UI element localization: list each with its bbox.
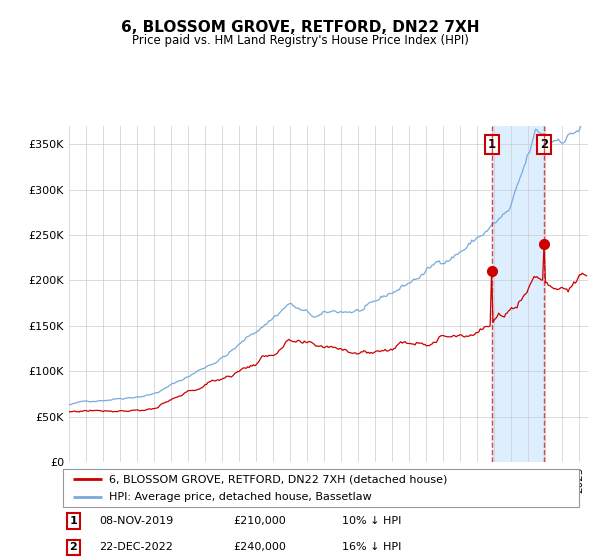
Text: 08-NOV-2019: 08-NOV-2019 xyxy=(99,516,173,526)
Text: 10% ↓ HPI: 10% ↓ HPI xyxy=(341,516,401,526)
Bar xyxy=(491,126,544,462)
Text: 2: 2 xyxy=(70,543,77,552)
Text: HPI: Average price, detached house, Bassetlaw: HPI: Average price, detached house, Bass… xyxy=(109,492,372,502)
Text: 6, BLOSSOM GROVE, RETFORD, DN22 7XH (detached house): 6, BLOSSOM GROVE, RETFORD, DN22 7XH (det… xyxy=(109,474,448,484)
Text: 1: 1 xyxy=(70,516,77,526)
Text: 1: 1 xyxy=(488,138,496,151)
Text: Price paid vs. HM Land Registry's House Price Index (HPI): Price paid vs. HM Land Registry's House … xyxy=(131,34,469,46)
Text: 6, BLOSSOM GROVE, RETFORD, DN22 7XH: 6, BLOSSOM GROVE, RETFORD, DN22 7XH xyxy=(121,20,479,35)
Text: 16% ↓ HPI: 16% ↓ HPI xyxy=(341,543,401,552)
FancyBboxPatch shape xyxy=(63,469,579,507)
Text: £210,000: £210,000 xyxy=(233,516,286,526)
Text: £240,000: £240,000 xyxy=(233,543,286,552)
Text: 2: 2 xyxy=(540,138,548,151)
Text: 22-DEC-2022: 22-DEC-2022 xyxy=(99,543,173,552)
